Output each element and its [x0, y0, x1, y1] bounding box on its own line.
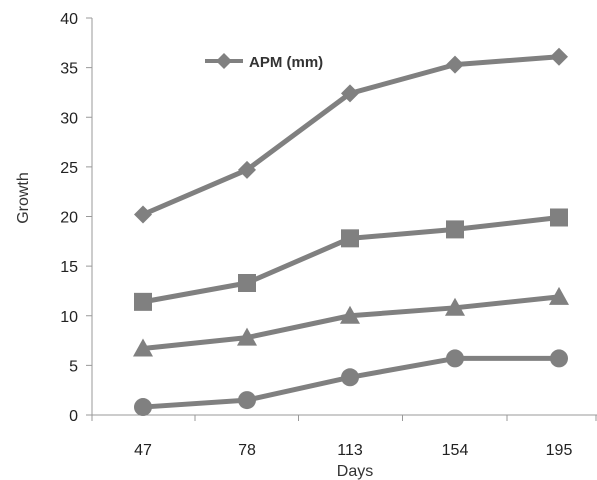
y-tick-label: 35: [60, 61, 78, 78]
data-point-triangle: [237, 327, 257, 346]
data-point-diamond: [550, 47, 568, 66]
x-tick-label: 154: [442, 442, 469, 459]
y-tick-label: 25: [60, 160, 78, 177]
y-tick-label: 10: [60, 309, 78, 326]
data-point-circle: [238, 391, 256, 410]
data-point-triangle: [340, 305, 360, 324]
data-point-square: [134, 292, 152, 311]
data-point-triangle: [133, 338, 153, 357]
x-tick-label: 78: [238, 442, 256, 459]
data-point-diamond: [341, 84, 359, 103]
x-tick-label: 113: [337, 442, 363, 459]
data-point-diamond: [134, 205, 152, 224]
y-tick-label: 15: [60, 259, 78, 276]
legend-diamond-marker: [216, 53, 232, 69]
series-square: [134, 208, 568, 311]
data-point-circle: [446, 349, 464, 368]
series-triangle: [133, 286, 569, 357]
data-point-square: [550, 208, 568, 227]
x-tick-label: 195: [546, 442, 573, 459]
y-tick-label: 20: [60, 210, 78, 227]
data-point-triangle: [445, 297, 465, 316]
y-tick-label: 30: [60, 110, 78, 127]
legend-label: APM (mm): [249, 54, 323, 71]
y-tick-label: 40: [60, 11, 78, 28]
data-point-diamond: [446, 55, 464, 74]
series-circle: [134, 349, 568, 417]
data-point-square: [341, 229, 359, 248]
series-line: [142, 54, 560, 217]
y-axis-title: Growth: [15, 172, 32, 224]
y-ticks: 0 5 10 15 20 25 30 35 40: [60, 11, 92, 425]
series-diamond: [134, 47, 568, 224]
data-point-square: [446, 220, 464, 239]
y-tick-label: 5: [69, 358, 78, 375]
series-layer: [133, 47, 569, 417]
data-point-diamond: [238, 160, 256, 179]
data-point-circle: [341, 368, 359, 387]
x-tick-label: 47: [134, 442, 152, 459]
legend: APM (mm): [205, 53, 323, 71]
data-point-triangle: [549, 286, 569, 305]
y-tick-label: 0: [69, 408, 78, 425]
x-axis-title: Days: [337, 463, 373, 480]
data-point-circle: [550, 349, 568, 368]
data-point-circle: [134, 398, 152, 417]
data-point-square: [238, 273, 256, 292]
axes: [91, 18, 597, 416]
x-ticks: 47 78 113 154 195: [91, 415, 597, 459]
